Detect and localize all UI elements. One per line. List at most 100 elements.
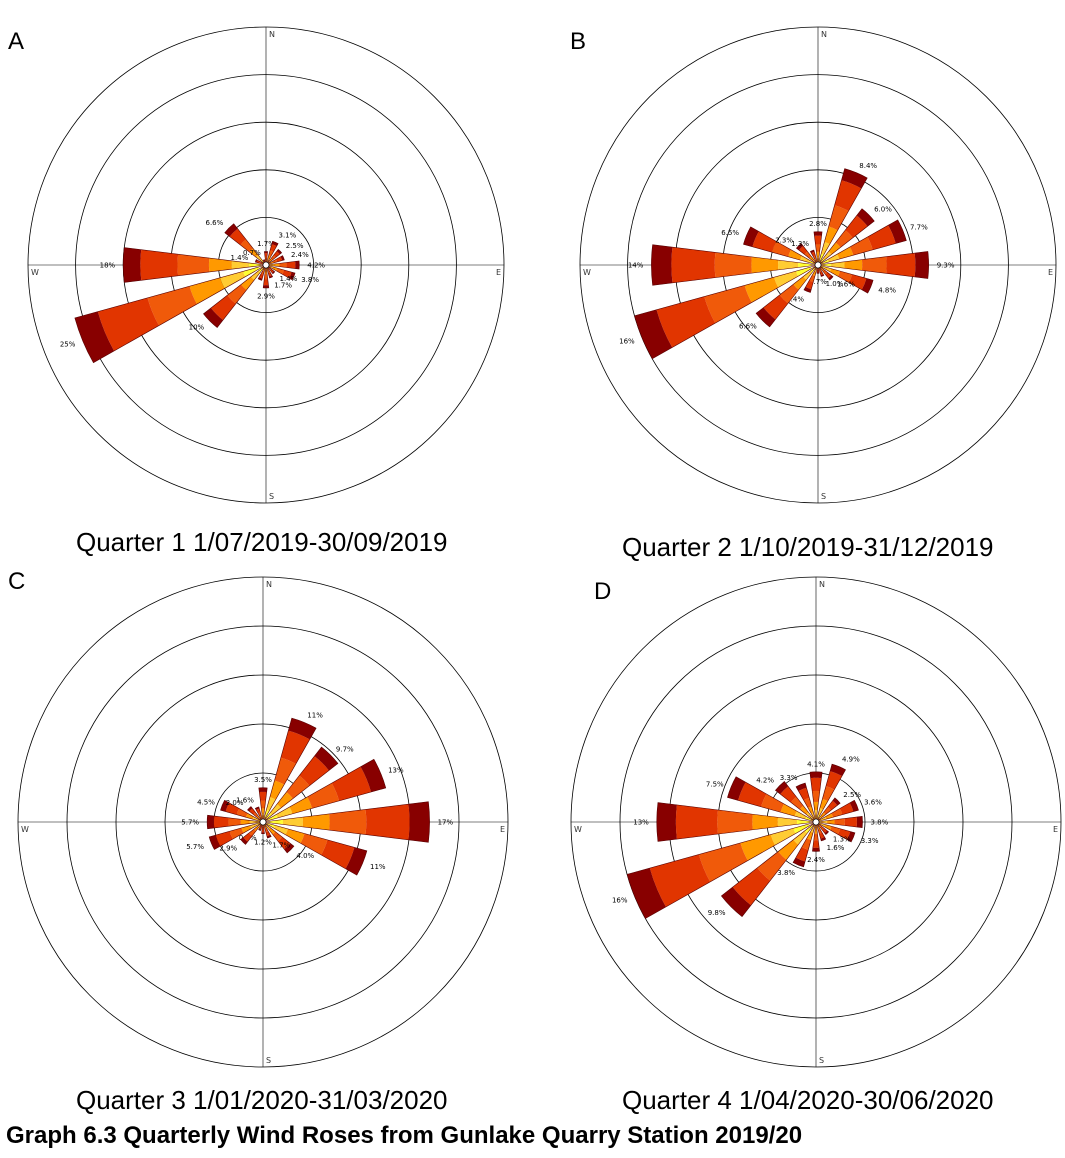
speed-band	[254, 826, 259, 831]
petal-outline	[262, 821, 272, 839]
value-label: 3.3%	[780, 774, 798, 782]
speed-band	[822, 786, 835, 802]
speed-band	[264, 274, 268, 280]
petal-ssw: 2.4%	[786, 264, 819, 303]
speed-band	[721, 887, 751, 917]
value-label: 2.9%	[257, 293, 275, 301]
petal-outline	[262, 717, 317, 823]
petal-outline	[265, 240, 279, 266]
petal-outline	[208, 821, 264, 850]
speed-band	[265, 824, 271, 830]
speed-band	[264, 251, 268, 254]
speed-band	[846, 831, 855, 842]
speed-band	[270, 255, 276, 261]
petal-outline	[257, 264, 267, 281]
value-label: 2.4%	[291, 251, 309, 259]
petal-outline	[817, 264, 825, 277]
speed-band	[261, 829, 265, 833]
speed-band	[825, 771, 843, 790]
petal-sse: 1.6%	[815, 821, 845, 852]
figure-title: Graph 6.3 Quarterly Wind Roses from Gunl…	[6, 1122, 803, 1149]
petal-wsw: 16%	[619, 264, 819, 360]
value-label: 0.7%	[809, 278, 827, 286]
speed-band	[886, 253, 916, 277]
value-label: 11%	[307, 712, 323, 720]
speed-band	[260, 800, 266, 809]
speed-band	[671, 247, 716, 283]
speed-band	[816, 815, 820, 820]
petal-ese: 11%	[262, 821, 386, 876]
speed-band	[801, 838, 812, 850]
petal-outline	[720, 821, 817, 918]
value-label: 1.7%	[272, 841, 290, 849]
wind-rose-a: NSW E1.7%3.1%2.5%2.4%4.2%3.8%1.4%1.7%2.9%…	[27, 26, 505, 504]
petal-outline	[809, 771, 823, 823]
value-label: 4.2%	[756, 777, 774, 785]
speed-band	[329, 809, 367, 835]
speed-band	[203, 307, 224, 328]
petal-outline	[755, 264, 819, 328]
value-label: 5.7%	[181, 819, 199, 827]
petal-ne: 6.0%	[817, 205, 892, 266]
petal-outline	[265, 264, 276, 275]
speed-band	[295, 260, 300, 270]
speed-band	[796, 783, 807, 792]
petal-outline	[206, 814, 264, 830]
petal-e: 17%	[262, 801, 454, 843]
speed-band	[780, 786, 797, 803]
caption-quarter-4: Quarter 4 1/04/2020-30/06/2020	[622, 1085, 994, 1115]
value-label: 3.8%	[301, 276, 319, 284]
petal-outline	[203, 264, 267, 328]
speed-band	[277, 792, 293, 808]
petal-outline	[812, 821, 820, 852]
speed-band	[147, 286, 197, 326]
speed-band	[813, 833, 819, 841]
speed-band	[834, 180, 862, 212]
speed-band	[819, 253, 824, 262]
speed-band	[229, 827, 244, 840]
speed-band	[804, 251, 812, 259]
speed-band	[796, 243, 804, 251]
calm-centre	[814, 261, 822, 269]
value-label: 2.8%	[809, 220, 827, 228]
speed-band	[835, 230, 853, 248]
petal-outline	[262, 746, 339, 823]
speed-band	[867, 225, 896, 250]
speed-band	[761, 793, 785, 813]
value-label: 1.3%	[833, 835, 851, 843]
speed-band	[752, 814, 779, 830]
petal-sse: 1.7%	[262, 821, 291, 849]
speed-band	[243, 267, 260, 277]
speed-band	[757, 851, 787, 881]
speed-band	[220, 271, 246, 289]
speed-band	[831, 808, 843, 818]
value-label: 6.6%	[206, 219, 224, 227]
petal-outline	[815, 815, 863, 829]
speed-band	[236, 808, 248, 818]
speed-band	[775, 781, 789, 795]
speed-band	[820, 812, 826, 818]
speed-band	[827, 800, 838, 811]
speed-band	[799, 805, 809, 815]
speed-band	[820, 274, 824, 277]
speed-band	[627, 868, 666, 919]
speed-band	[651, 244, 673, 286]
speed-band	[821, 259, 829, 265]
panel-label-d: D	[594, 578, 612, 605]
petal-sse: 1.7%	[265, 264, 292, 289]
petal-outline	[815, 799, 859, 823]
speed-band	[824, 830, 829, 835]
value-label: 2.5%	[843, 791, 861, 799]
value-label: 4.5%	[197, 799, 215, 807]
compass-label-w: W	[21, 825, 29, 834]
speed-band	[268, 258, 273, 263]
petal-outline	[224, 223, 267, 266]
speed-band	[832, 797, 841, 806]
compass-label-n: N	[266, 580, 272, 589]
value-label: 1.7%	[257, 240, 275, 248]
speed-band	[273, 263, 280, 267]
speed-band	[345, 847, 367, 876]
speed-band	[861, 278, 874, 294]
speed-band	[140, 249, 179, 281]
speed-band	[268, 827, 276, 835]
